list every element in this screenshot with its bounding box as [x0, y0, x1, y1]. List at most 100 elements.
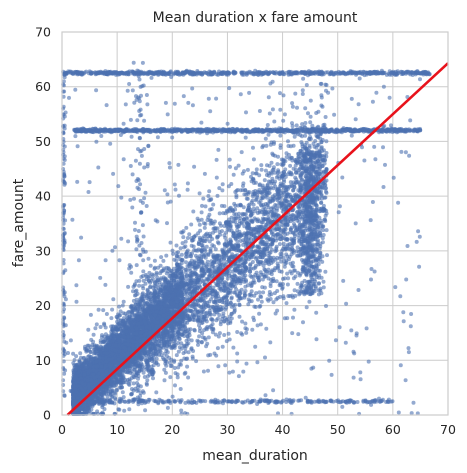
- data-point: [261, 249, 266, 254]
- data-point: [130, 391, 134, 396]
- data-point: [173, 383, 177, 388]
- data-point: [303, 143, 308, 148]
- data-point: [186, 375, 191, 380]
- data-point: [251, 145, 255, 150]
- data-point: [268, 284, 273, 289]
- data-point: [214, 299, 219, 304]
- data-point: [291, 276, 296, 281]
- data-point: [167, 355, 172, 360]
- data-point: [260, 192, 265, 196]
- data-point: [111, 328, 116, 333]
- data-point: [285, 192, 290, 197]
- data-point: [129, 270, 134, 275]
- data-point: [129, 387, 134, 391]
- data-point: [324, 151, 329, 155]
- data-point: [276, 174, 281, 179]
- data-point: [267, 237, 272, 242]
- data-point: [190, 317, 195, 322]
- data-point: [208, 305, 213, 310]
- data-point: [239, 221, 244, 226]
- data-point: [284, 260, 289, 265]
- data-point: [316, 109, 321, 114]
- data-point: [225, 276, 230, 281]
- data-point: [224, 253, 229, 257]
- data-point: [226, 249, 231, 254]
- data-point: [264, 143, 269, 148]
- data-point: [315, 143, 320, 148]
- data-point: [194, 359, 199, 364]
- data-point: [278, 143, 283, 148]
- data-point: [255, 206, 260, 211]
- data-point: [101, 308, 106, 313]
- data-point: [215, 346, 220, 351]
- data-point: [206, 335, 211, 340]
- data-point: [239, 331, 244, 336]
- data-point: [260, 239, 265, 244]
- data-point: [319, 200, 324, 205]
- data-point: [231, 172, 236, 177]
- data-point: [252, 318, 256, 323]
- data-point: [248, 263, 253, 268]
- data-point: [263, 243, 268, 247]
- data-point: [235, 330, 240, 334]
- data-point: [202, 314, 207, 319]
- data-point: [170, 248, 175, 253]
- data-point: [245, 216, 250, 221]
- data-point: [199, 309, 204, 314]
- data-point: [324, 167, 329, 171]
- data-point: [320, 259, 325, 264]
- data-point: [203, 248, 208, 253]
- data-point: [192, 278, 197, 283]
- data-point: [205, 341, 210, 346]
- data-point: [288, 180, 293, 185]
- data-point: [209, 317, 214, 322]
- data-point: [173, 371, 178, 376]
- data-point: [253, 198, 258, 203]
- data-point: [196, 259, 201, 264]
- data-point: [179, 341, 184, 346]
- data-point: [200, 203, 204, 208]
- data-point: [251, 206, 256, 211]
- data-point: [215, 193, 220, 198]
- data-point: [285, 199, 289, 203]
- data-point: [164, 253, 169, 258]
- data-point: [254, 167, 259, 172]
- data-point: [324, 139, 329, 144]
- data-point: [179, 230, 184, 235]
- data-point: [207, 231, 212, 236]
- data-point: [199, 340, 204, 344]
- data-point: [250, 260, 255, 264]
- data-point: [185, 316, 190, 321]
- data-point: [233, 166, 238, 171]
- data-point: [222, 204, 227, 209]
- data-point: [214, 175, 219, 180]
- data-point: [110, 307, 115, 312]
- data-point: [187, 232, 192, 237]
- data-point: [244, 266, 248, 271]
- data-point: [175, 375, 180, 380]
- data-point: [287, 170, 292, 175]
- data-point: [242, 169, 246, 174]
- data-point: [282, 264, 287, 269]
- data-point: [209, 207, 214, 211]
- data-point: [233, 302, 238, 307]
- data-point: [190, 313, 195, 318]
- data-point: [203, 255, 208, 260]
- data-point: [85, 343, 90, 348]
- data-point: [125, 378, 130, 382]
- data-point: [183, 370, 188, 375]
- data-point: [323, 269, 328, 274]
- data-point: [110, 324, 115, 329]
- data-point: [255, 273, 260, 278]
- data-point: [195, 255, 200, 260]
- data-point: [294, 123, 299, 128]
- data-point: [209, 197, 214, 202]
- data-point: [272, 181, 277, 186]
- data-point: [303, 106, 308, 111]
- data-point: [194, 302, 198, 307]
- data-point: [250, 198, 255, 203]
- data-point: [286, 276, 291, 281]
- data-point: [274, 246, 279, 251]
- data-point: [162, 367, 167, 372]
